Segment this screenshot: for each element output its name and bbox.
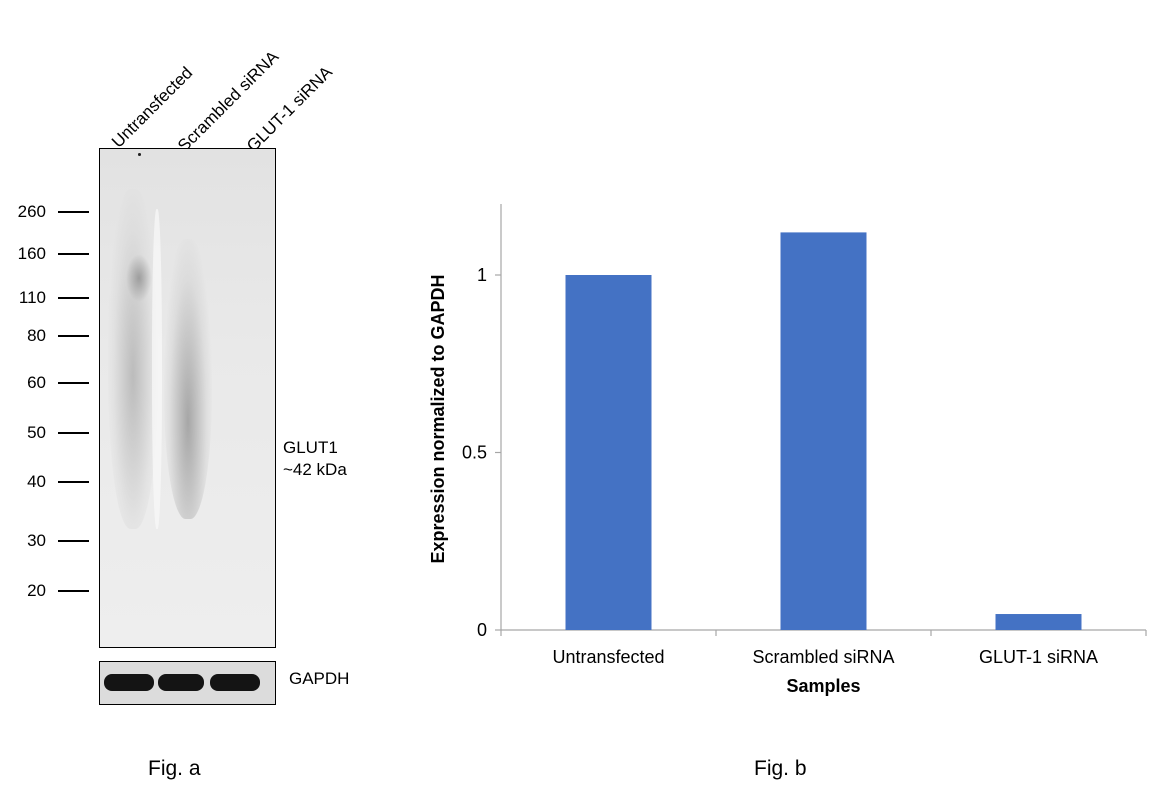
mw-tick-30 (58, 540, 89, 542)
band-label-name: GLUT1 (283, 438, 338, 457)
y-tick-label-2: 1 (477, 265, 487, 285)
mw-label-60: 60 (27, 373, 46, 392)
x-category-label-0: Untransfected (552, 647, 664, 667)
blot-membrane-glut1 (99, 148, 276, 648)
mw-tick-110 (58, 297, 89, 299)
band-label-size: ~42 kDa (283, 460, 347, 479)
mw-label-110: 110 (18, 288, 46, 307)
caption-fig-b: Fig. b (754, 757, 807, 780)
mw-label-260: 260 (17, 202, 46, 221)
bar-2 (995, 614, 1082, 630)
dust-spot (138, 153, 141, 156)
blot-membrane-gapdh (99, 661, 276, 705)
y-tick-label-0: 0 (477, 620, 487, 640)
caption-fig-a: Fig. a (148, 757, 201, 780)
loading-control-label: GAPDH (289, 669, 350, 688)
lane-gap (152, 209, 162, 529)
mw-tick-50 (58, 432, 89, 434)
mw-tick-60 (58, 382, 89, 384)
mw-label-20: 20 (27, 581, 46, 600)
mw-tick-20 (58, 590, 89, 592)
x-axis-title: Samples (786, 676, 860, 696)
y-axis-title: Expression normalized to GAPDH (428, 274, 448, 563)
mw-label-80: 80 (27, 326, 46, 345)
mw-tick-160 (58, 253, 89, 255)
bar-0 (565, 275, 652, 630)
smear-lane-scrambled (164, 239, 212, 519)
x-category-label-2: GLUT-1 siRNA (979, 647, 1098, 667)
bar-1 (780, 232, 867, 630)
gapdh-band-untransfected (104, 674, 154, 691)
mw-label-30: 30 (27, 531, 46, 550)
gapdh-band-scrambled (158, 674, 204, 691)
mw-label-160: 160 (17, 244, 46, 263)
gapdh-band-glut1 (210, 674, 260, 691)
smear-spot-untransfected (126, 254, 152, 302)
smear-lane-untransfected (108, 189, 158, 529)
mw-tick-80 (58, 335, 89, 337)
mw-tick-260 (58, 211, 89, 213)
mw-label-50: 50 (27, 423, 46, 442)
x-category-label-1: Scrambled siRNA (752, 647, 894, 667)
mw-tick-40 (58, 481, 89, 483)
y-tick-label-1: 0.5 (462, 443, 487, 463)
mw-label-40: 40 (27, 472, 46, 491)
